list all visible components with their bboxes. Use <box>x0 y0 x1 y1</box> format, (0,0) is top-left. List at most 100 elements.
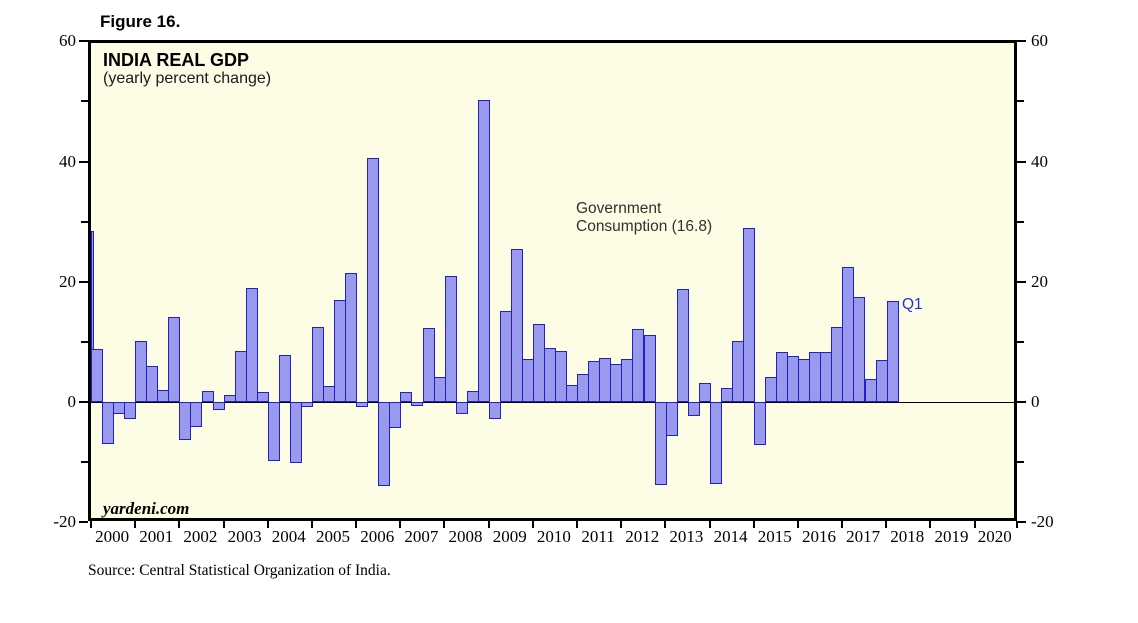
bar-2012-Q3 <box>643 334 656 402</box>
bar-2010-Q3 <box>555 350 568 402</box>
y-major-tick-left <box>79 401 88 403</box>
x-year-tick <box>796 521 799 528</box>
bar-2008-Q1 <box>444 276 457 402</box>
x-year-tick <box>620 521 623 528</box>
watermark: yardeni.com <box>103 499 190 518</box>
x-year-label: 2009 <box>492 527 527 546</box>
x-year-tick <box>90 521 92 528</box>
x-year-tick <box>576 521 578 528</box>
x-year-tick <box>443 521 446 528</box>
series-annotation: Government Consumption (16.8) <box>576 200 712 236</box>
y-minor-tick-left <box>81 461 88 464</box>
bar-2004-Q3 <box>289 402 302 464</box>
bar-2008-Q2 <box>455 402 468 415</box>
y-major-tick-right <box>1017 401 1026 403</box>
bar-2004-Q2 <box>278 354 291 402</box>
bar-2012-Q4 <box>654 402 667 485</box>
x-year-tick <box>664 521 667 528</box>
y-minor-tick-left <box>81 340 88 343</box>
bar-2007-Q2 <box>411 402 424 406</box>
x-year-tick <box>222 521 225 528</box>
bar-2015-Q1 <box>754 402 767 445</box>
zero-line <box>91 402 1014 403</box>
x-year-tick <box>1016 521 1018 528</box>
bar-2005-Q4 <box>345 273 358 402</box>
bar-2000-Q1 <box>91 349 104 402</box>
bar-2001-Q4 <box>168 316 181 402</box>
y-major-tick-right <box>1017 280 1026 283</box>
x-year-label: 2013 <box>669 527 704 546</box>
y-minor-tick-right <box>1017 100 1024 103</box>
x-year-label: 2019 <box>934 527 969 546</box>
bar-2006-Q3 <box>378 402 391 486</box>
bar-2006-Q1 <box>356 402 369 407</box>
y-axis-label-right: -20 <box>1031 512 1054 532</box>
x-year-label: 2017 <box>846 527 881 546</box>
x-year-label: 2012 <box>625 527 660 546</box>
x-year-tick <box>310 521 313 528</box>
x-year-label: 2001 <box>139 527 174 546</box>
x-year-label: 2005 <box>316 527 350 546</box>
bar-2009-Q1 <box>488 402 501 419</box>
x-year-label: 2004 <box>271 527 306 546</box>
x-year-tick <box>752 521 755 528</box>
x-year-label: 2006 <box>360 527 395 546</box>
bar-2003-Q3 <box>245 288 258 402</box>
x-year-tick <box>885 521 888 528</box>
x-year-tick <box>531 521 534 528</box>
y-major-tick-left <box>79 280 88 283</box>
y-axis-label-left: 20 <box>59 271 76 291</box>
plot-inner: INDIA REAL GDP (yearly percent change) G… <box>91 43 1014 518</box>
y-axis-label-left: 60 <box>59 31 76 51</box>
y-axis-label-right: 0 <box>1031 392 1040 411</box>
x-year-tick <box>355 521 358 528</box>
x-year-label: 2016 <box>802 527 836 546</box>
y-minor-tick-left <box>81 220 88 223</box>
y-axis-label-right: 40 <box>1031 151 1048 171</box>
bar-2003-Q4 <box>256 392 269 402</box>
source-note: Source: Central Statistical Organization… <box>88 562 391 579</box>
bar-2018-Q1 <box>886 300 899 402</box>
x-year-label: 2010 <box>536 527 571 546</box>
y-major-tick-left <box>79 40 88 43</box>
x-year-tick <box>487 521 490 528</box>
x-year-label: 2015 <box>757 527 792 546</box>
bar-2013-Q1 <box>665 402 678 437</box>
bar-2007-Q3 <box>422 328 435 402</box>
chart-subtitle: (yearly percent change) <box>103 70 272 87</box>
y-major-tick-right <box>1017 40 1026 43</box>
x-year-tick <box>929 521 932 528</box>
y-axis-label-left: 0 <box>67 392 77 411</box>
y-major-tick-right <box>1017 521 1026 524</box>
x-year-tick <box>178 521 181 528</box>
x-year-label: 2007 <box>404 527 439 546</box>
bar-2014-Q4 <box>742 227 755 402</box>
bar-2002-Q3 <box>201 391 214 402</box>
x-year-label: 2018 <box>890 527 925 546</box>
bar-2013-Q2 <box>676 288 689 402</box>
bar-2002-Q4 <box>212 402 225 410</box>
x-year-tick <box>973 521 976 528</box>
x-year-tick <box>841 521 844 528</box>
y-minor-tick-right <box>1017 461 1024 464</box>
bar-2004-Q1 <box>267 402 280 461</box>
bar-2014-Q1 <box>709 402 722 484</box>
y-axis-label-right: 60 <box>1031 31 1048 51</box>
bar-2009-Q3 <box>510 249 523 402</box>
x-year-label: 2014 <box>713 527 748 546</box>
figure-title: Figure 16. <box>100 12 181 31</box>
bar-2006-Q2 <box>367 158 380 402</box>
y-minor-tick-left <box>81 100 88 103</box>
chart-title: INDIA REAL GDP <box>103 50 250 70</box>
y-minor-tick-right <box>1017 340 1024 343</box>
bar-2002-Q2 <box>190 402 203 428</box>
annotation-line2: Consumption (16.8) <box>576 218 713 235</box>
bar-2008-Q4 <box>477 99 490 402</box>
y-major-tick-left <box>79 521 88 524</box>
y-axis-label-left: -20 <box>53 512 76 532</box>
x-year-tick <box>134 521 137 528</box>
y-axis-label-right: 20 <box>1031 271 1048 291</box>
y-minor-tick-right <box>1017 220 1024 223</box>
x-year-tick <box>708 521 711 528</box>
